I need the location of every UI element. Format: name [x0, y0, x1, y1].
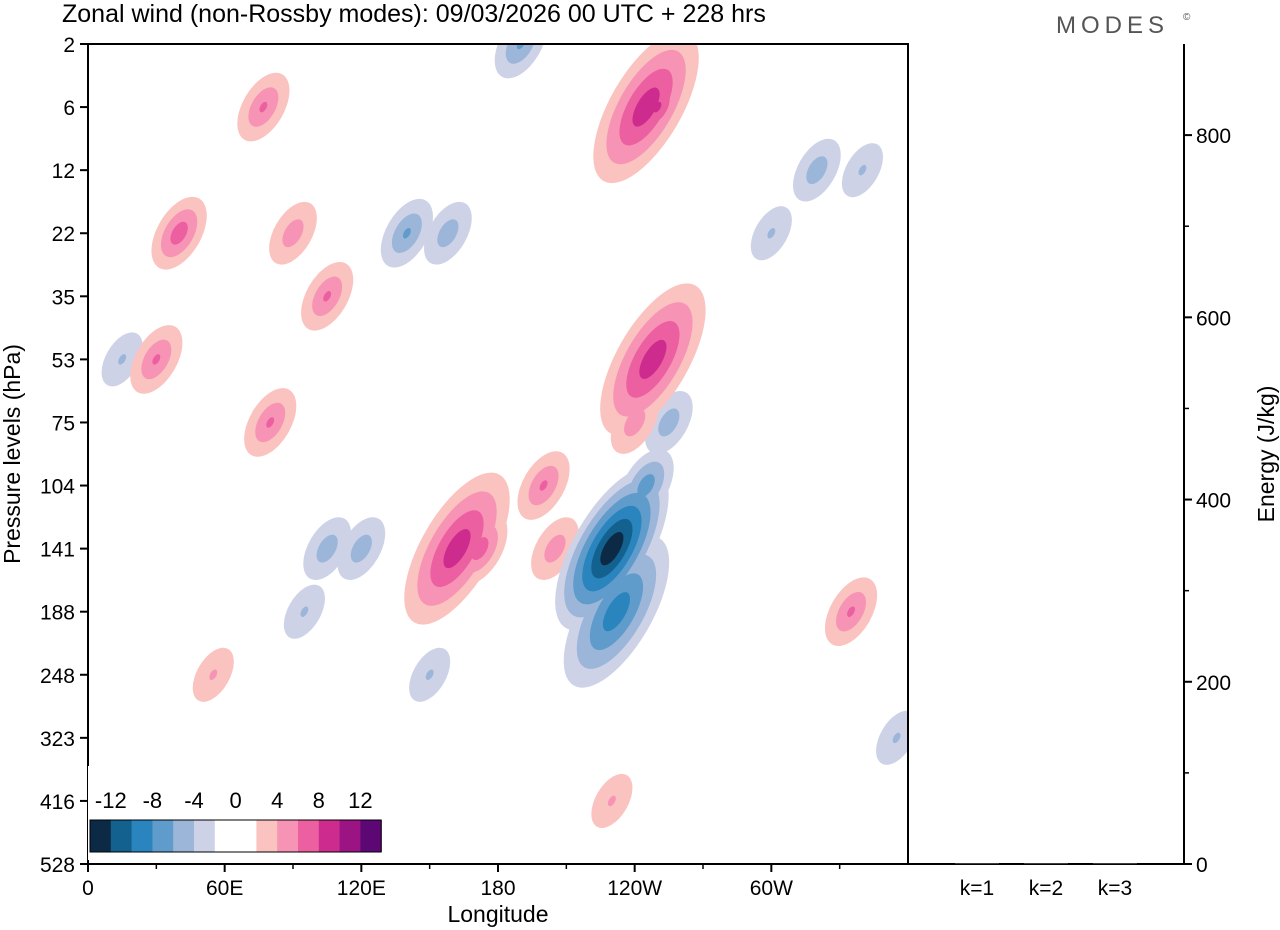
colorbar-tick-label: -8	[143, 788, 163, 813]
colorbar-swatch	[215, 820, 236, 852]
energy-bar	[1024, 863, 1068, 864]
y-axis: 2 6 12 22 35 53 75 104 141 188 248 323 416 528	[40, 34, 88, 877]
colorbar-tick-label: 0	[229, 788, 241, 813]
colorbar-swatch	[173, 820, 194, 852]
y-tick-label: 416	[40, 791, 75, 814]
colorbar-tick-label: 8	[313, 788, 325, 813]
colorbar-swatch	[90, 820, 111, 852]
energy-category-label: k=2	[1029, 877, 1063, 900]
colorbar-swatch	[340, 820, 361, 852]
colorbar-tick-label: -12	[95, 788, 127, 813]
energy-tick-label: 200	[1196, 672, 1231, 695]
colorbar-swatch	[256, 820, 277, 852]
colorbar-swatch	[152, 820, 173, 852]
colorbar-swatch	[236, 820, 257, 852]
colorbar-swatch	[111, 820, 132, 852]
y-tick-label: 104	[40, 476, 75, 499]
colorbar-swatch	[194, 820, 215, 852]
modes-logo: MODES	[1056, 12, 1169, 39]
y-tick-label: 12	[52, 160, 75, 183]
y-tick-label: 323	[40, 728, 75, 751]
energy-tick-label: 400	[1196, 490, 1231, 513]
x-tick-label: 180	[480, 877, 515, 900]
chart-title: Zonal wind (non-Rossby modes): 09/03/202…	[62, 0, 766, 28]
y-axis-label: Pressure levels (hPa)	[0, 344, 25, 564]
energy-tick-label: 0	[1196, 854, 1208, 877]
zonal-wind-figure: Zonal wind (non-Rossby modes): 09/03/202…	[0, 0, 1280, 930]
energy-tick-label: 600	[1196, 307, 1231, 330]
x-tick-label: 60E	[206, 877, 243, 900]
colorbar-swatch	[298, 820, 319, 852]
colorbar-swatch	[360, 820, 381, 852]
energy-axis-label: Energy (J/kg)	[1253, 386, 1279, 523]
colorbar-swatch	[132, 820, 153, 852]
x-tick-label: 120W	[607, 877, 662, 900]
y-tick-label: 188	[40, 602, 75, 625]
x-tick-label: 60W	[750, 877, 793, 900]
y-tick-label: 528	[40, 854, 75, 877]
energy-bar	[1093, 863, 1137, 864]
y-tick-label: 6	[63, 97, 75, 120]
colorbar-tick-label: 4	[271, 788, 283, 813]
y-tick-label: 248	[40, 665, 75, 688]
y-tick-label: 75	[52, 412, 75, 435]
colorbar-swatch	[277, 820, 298, 852]
x-axis: 0 60E 120E 180 120W 60W	[82, 864, 840, 900]
energy-category-label: k=3	[1098, 877, 1132, 900]
colorbar-swatch	[319, 820, 340, 852]
y-tick-label: 53	[52, 349, 75, 372]
energy-axis: 0 200 400 600 800	[1184, 125, 1231, 877]
x-axis-label: Longitude	[447, 901, 548, 927]
colorbar-tick-label: 12	[348, 788, 372, 813]
energy-category-label: k=1	[960, 877, 994, 900]
y-tick-label: 22	[52, 223, 75, 246]
energy-tick-label: 800	[1196, 125, 1231, 148]
y-tick-label: 2	[63, 34, 75, 57]
x-tick-label: 120E	[337, 877, 386, 900]
colorbar: -12 -8 -4 0 4 8 12	[88, 766, 383, 860]
colorbar-tick-label: -4	[184, 788, 204, 813]
energy-bars: k=1 k=2 k=3	[955, 863, 1137, 900]
y-tick-label: 35	[52, 286, 75, 309]
energy-bar	[955, 863, 999, 864]
x-tick-label: 0	[82, 877, 94, 900]
y-tick-label: 141	[40, 539, 75, 562]
modes-copyright-mark: ©	[1183, 12, 1191, 23]
